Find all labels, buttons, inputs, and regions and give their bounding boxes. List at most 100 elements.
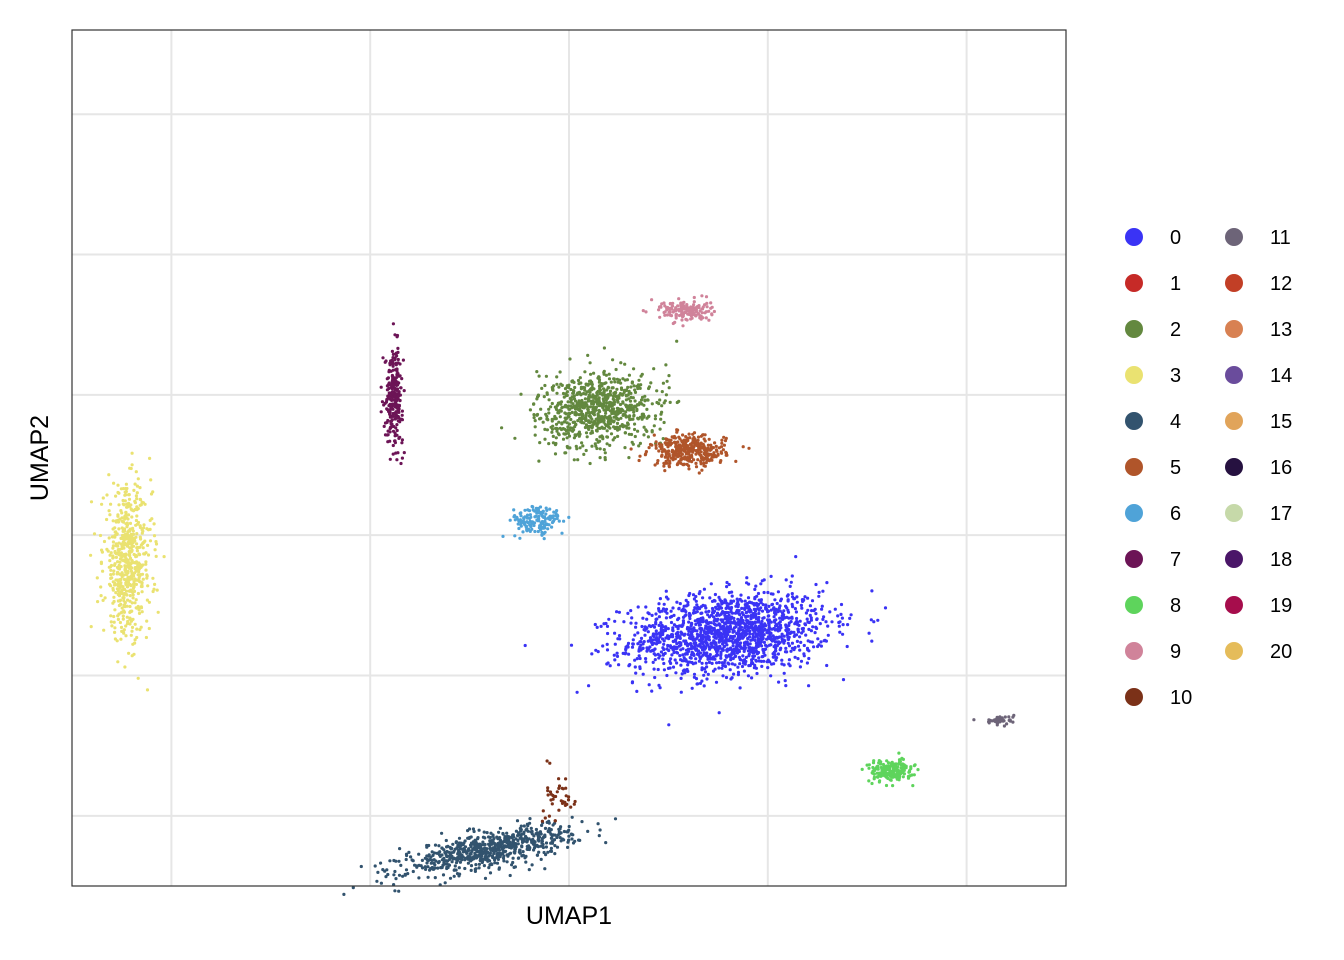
point — [769, 674, 773, 678]
point — [747, 654, 751, 658]
point — [537, 850, 541, 854]
point — [108, 559, 112, 563]
legend-key-4 — [1125, 412, 1143, 430]
point — [686, 600, 690, 605]
point — [695, 618, 700, 622]
point — [741, 631, 745, 635]
point — [627, 652, 631, 656]
point — [762, 616, 766, 620]
point — [751, 612, 755, 616]
point — [694, 622, 698, 627]
point — [559, 409, 563, 413]
point — [564, 786, 568, 790]
point — [698, 623, 703, 627]
point — [642, 415, 646, 419]
legend-key-1 — [1125, 274, 1143, 292]
point — [714, 448, 719, 452]
point — [519, 832, 524, 836]
point — [137, 611, 142, 616]
point — [621, 425, 625, 429]
point — [707, 638, 712, 642]
point — [128, 521, 133, 526]
point — [440, 831, 444, 835]
point — [529, 826, 533, 831]
point — [660, 450, 665, 454]
point — [470, 858, 474, 862]
point — [629, 621, 633, 625]
point — [674, 306, 678, 310]
point — [867, 631, 871, 635]
point — [802, 654, 806, 658]
point — [576, 392, 581, 396]
point — [730, 676, 734, 680]
point — [444, 838, 448, 843]
point — [739, 616, 744, 620]
point — [539, 857, 543, 862]
point — [737, 634, 742, 638]
point — [607, 425, 611, 429]
point — [752, 651, 756, 655]
point — [822, 615, 826, 619]
point — [633, 665, 637, 669]
point — [684, 641, 688, 646]
point — [576, 419, 580, 423]
point — [683, 614, 687, 618]
point — [598, 392, 602, 396]
point — [460, 847, 464, 851]
point — [798, 635, 802, 639]
point — [699, 462, 703, 466]
legend-key-2 — [1125, 320, 1143, 338]
point — [860, 767, 864, 772]
point — [636, 416, 640, 420]
point — [739, 593, 743, 597]
point — [123, 665, 127, 669]
point — [391, 322, 395, 326]
point — [901, 765, 905, 769]
point — [884, 783, 889, 788]
point — [808, 640, 813, 644]
point — [381, 868, 385, 872]
point — [541, 845, 546, 850]
point — [786, 630, 790, 635]
point — [602, 346, 607, 350]
point — [795, 595, 799, 599]
point — [679, 663, 683, 667]
point — [530, 520, 534, 524]
point — [640, 395, 645, 399]
point — [694, 310, 699, 314]
point — [755, 603, 759, 607]
point — [118, 591, 122, 595]
point — [393, 382, 397, 386]
point — [727, 582, 731, 587]
legend-item-2: 2 — [1125, 319, 1181, 341]
point — [110, 576, 114, 580]
legend-label-11: 11 — [1270, 227, 1291, 249]
point — [451, 850, 456, 854]
point — [120, 511, 124, 515]
point — [765, 660, 769, 664]
point — [125, 502, 129, 506]
point — [108, 513, 112, 517]
point — [549, 798, 553, 802]
point — [626, 385, 630, 389]
point — [658, 610, 662, 614]
point — [714, 680, 719, 684]
point — [990, 719, 994, 723]
point — [572, 420, 577, 424]
point — [420, 866, 425, 870]
point — [760, 628, 764, 632]
point — [493, 861, 497, 865]
point — [537, 839, 541, 843]
point — [515, 819, 520, 823]
point — [582, 452, 586, 456]
point — [668, 644, 673, 648]
point — [122, 603, 126, 607]
legend-label-4: 4 — [1170, 411, 1181, 433]
point — [687, 459, 691, 463]
point — [597, 398, 601, 402]
point — [799, 603, 804, 608]
point — [573, 385, 577, 390]
point — [607, 406, 611, 410]
point — [534, 827, 539, 832]
point — [119, 625, 124, 630]
